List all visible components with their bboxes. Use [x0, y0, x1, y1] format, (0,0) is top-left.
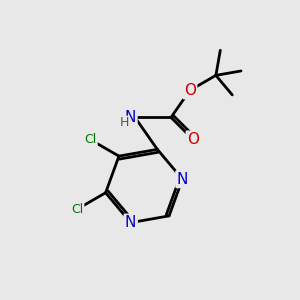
Text: N: N [125, 110, 136, 125]
Text: Cl: Cl [84, 133, 97, 146]
Text: O: O [184, 83, 196, 98]
Text: O: O [187, 132, 199, 147]
Text: H: H [120, 116, 129, 129]
Text: N: N [125, 215, 136, 230]
Text: Cl: Cl [71, 203, 83, 216]
Text: N: N [177, 172, 188, 187]
